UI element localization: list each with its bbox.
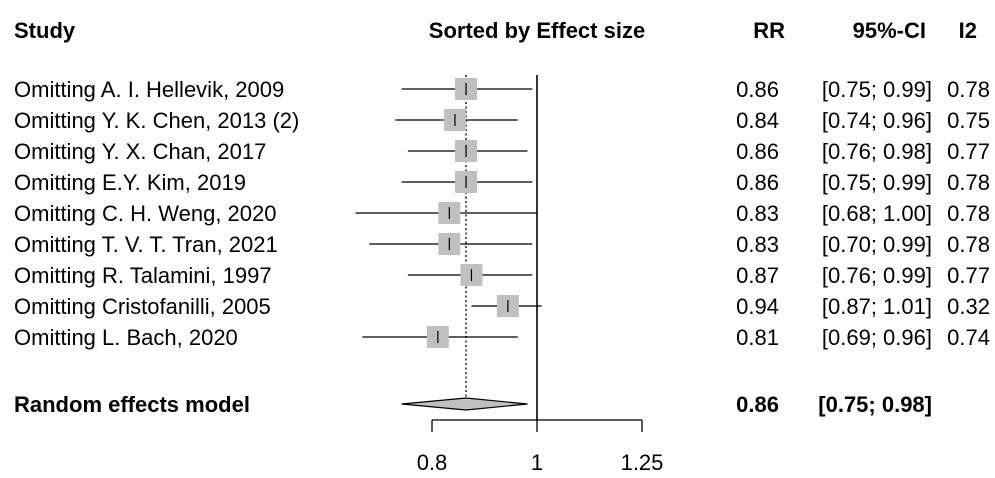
study-ci: [0.87; 1.01]: [822, 294, 932, 319]
header-plot: Sorted by Effect size: [429, 18, 645, 43]
study-i2: 0.78: [947, 232, 990, 257]
summary-ci: [0.75; 0.98]: [818, 392, 932, 417]
header-rr: RR: [753, 18, 785, 43]
plot-area: [355, 75, 542, 420]
study-ci: [0.68; 1.00]: [822, 201, 932, 226]
study-rr: 0.83: [736, 201, 779, 226]
study-rr: 0.84: [736, 108, 779, 133]
summary-diamond: [401, 397, 528, 411]
study-label: Omitting Y. X. Chan, 2017: [14, 139, 266, 164]
tick-label: 1: [531, 450, 543, 475]
study-ci: [0.75; 0.99]: [822, 170, 932, 195]
study-label: Omitting Y. K. Chen, 2013 (2): [14, 108, 299, 133]
summary-row: Random effects model 0.86 [0.75; 0.98]: [14, 392, 932, 417]
study-i2: 0.77: [947, 139, 990, 164]
summary-label: Random effects model: [14, 392, 250, 417]
study-ci: [0.70; 0.99]: [822, 232, 932, 257]
study-rr: 0.86: [736, 170, 779, 195]
header-i2: I2: [959, 18, 977, 43]
study-i2: 0.32: [947, 294, 990, 319]
study-rows: Omitting A. I. Hellevik, 2009 0.86 [0.75; …: [14, 77, 990, 350]
study-ci: [0.76; 0.99]: [822, 263, 932, 288]
study-ci: [0.69; 0.96]: [822, 325, 932, 350]
header-study: Study: [14, 18, 76, 43]
tick-label: 0.8: [417, 450, 448, 475]
study-label: Omitting A. I. Hellevik, 2009: [14, 77, 284, 102]
study-label: Omitting R. Talamini, 1997: [14, 263, 272, 288]
study-label: Omitting L. Bach, 2020: [14, 325, 238, 350]
study-rr: 0.94: [736, 294, 779, 319]
study-i2: 0.78: [947, 77, 990, 102]
header-ci: 95%-CI: [853, 18, 926, 43]
study-rr: 0.81: [736, 325, 779, 350]
study-i2: 0.75: [947, 108, 990, 133]
study-ci: [0.76; 0.98]: [822, 139, 932, 164]
tick-label: 1.25: [621, 450, 664, 475]
x-axis: 0.8 1 1.25: [417, 419, 664, 475]
study-ci: [0.75; 0.99]: [822, 77, 932, 102]
study-i2: 0.78: [947, 201, 990, 226]
study-label: Omitting T. V. T. Tran, 2021: [14, 232, 278, 257]
study-i2: 0.78: [947, 170, 990, 195]
study-label: Omitting E.Y. Kim, 2019: [14, 170, 246, 195]
study-rr: 0.86: [736, 139, 779, 164]
study-label: Omitting C. H. Weng, 2020: [14, 201, 277, 226]
summary-rr: 0.86: [736, 392, 779, 417]
study-rr: 0.83: [736, 232, 779, 257]
study-i2: 0.77: [947, 263, 990, 288]
study-label: Omitting Cristofanilli, 2005: [14, 294, 271, 319]
study-rr: 0.86: [736, 77, 779, 102]
study-ci: [0.74; 0.96]: [822, 108, 932, 133]
study-i2: 0.74: [947, 325, 990, 350]
study-rr: 0.87: [736, 263, 779, 288]
